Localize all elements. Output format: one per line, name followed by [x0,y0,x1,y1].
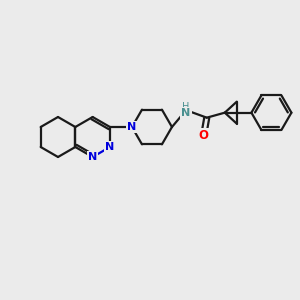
Text: N: N [88,152,97,162]
Text: N: N [105,142,115,152]
Text: O: O [199,129,209,142]
Text: N: N [127,122,136,132]
Text: N: N [182,108,191,118]
Text: H: H [182,102,190,112]
